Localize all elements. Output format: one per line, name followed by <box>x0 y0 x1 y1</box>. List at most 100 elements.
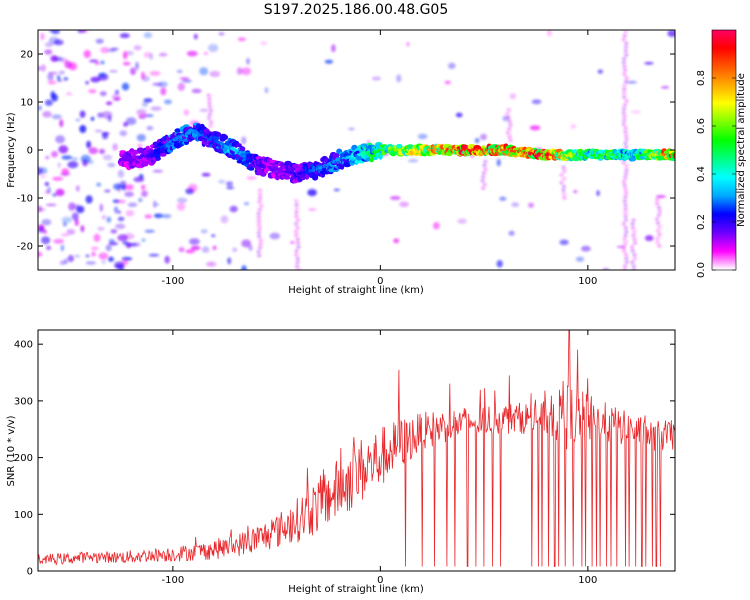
noise-speckle <box>448 62 456 69</box>
colorbar-cell <box>712 254 736 257</box>
noise-speckle <box>85 261 97 265</box>
colorbar-cell <box>712 136 736 139</box>
noise-speckle <box>164 99 172 105</box>
noise-speckle <box>122 184 127 191</box>
noise-speckle <box>212 245 217 250</box>
noise-speckle <box>138 174 144 179</box>
noise-speckle <box>433 222 440 230</box>
noise-speckle <box>86 140 92 149</box>
noise-speckle <box>193 33 198 40</box>
noise-speckle <box>98 72 107 78</box>
colorbar-cell <box>712 130 736 133</box>
colorbar-cell <box>712 230 736 233</box>
colorbar-cell <box>712 214 736 217</box>
noise-streak <box>630 260 635 264</box>
x-tick-label: -100 <box>162 575 185 586</box>
colorbar-cell <box>712 196 736 199</box>
noise-speckle <box>199 67 209 76</box>
y-tick-label: 200 <box>14 453 33 464</box>
noise-streak <box>482 183 487 187</box>
noise-streak <box>631 233 636 237</box>
noise-speckle <box>85 195 93 204</box>
colorbar-cell <box>712 56 736 59</box>
colorbar-cell <box>712 148 736 151</box>
colorbar-cell <box>712 198 736 201</box>
noise-streak <box>624 168 629 172</box>
noise-streak <box>623 49 628 53</box>
noise-streak <box>622 184 627 187</box>
colorbar-cell <box>712 92 736 95</box>
noise-speckle <box>109 70 118 73</box>
noise-speckle <box>121 82 130 91</box>
noise-speckle <box>157 81 168 88</box>
noise-speckle <box>59 260 66 266</box>
noise-speckle <box>573 190 578 194</box>
noise-speckle <box>218 32 225 36</box>
noise-speckle <box>260 41 268 45</box>
noise-streak <box>655 221 660 225</box>
colorbar: 0.0 0.2 0.4 0.6 0.8 Normalized spectral ampl… <box>696 29 747 278</box>
noise-streak <box>295 260 300 264</box>
noise-streak <box>623 176 628 180</box>
noise-speckle <box>307 189 317 197</box>
noise-streak <box>294 210 299 214</box>
colorbar-cell <box>712 146 736 149</box>
noise-speckle <box>661 86 670 89</box>
noise-speckle <box>38 208 46 212</box>
noise-streak <box>632 237 637 241</box>
noise-speckle <box>333 188 340 192</box>
colorbar-cell <box>712 224 736 227</box>
noise-streak <box>207 105 212 109</box>
noise-streak <box>655 236 660 240</box>
noise-speckle <box>457 218 467 224</box>
noise-speckle <box>52 176 64 181</box>
chart-title: S197.2025.186.00.48.G05 <box>264 2 449 18</box>
noise-speckle <box>324 59 334 64</box>
noise-streak <box>630 249 635 253</box>
noise-speckle <box>59 119 64 128</box>
noise-speckle <box>244 202 249 206</box>
noise-speckle <box>130 67 136 76</box>
noise-speckle <box>176 202 186 211</box>
colorbar-cell <box>712 184 736 187</box>
noise-speckle <box>141 184 146 190</box>
noise-speckle <box>110 47 119 51</box>
noise-speckle <box>135 61 139 71</box>
noise-speckle <box>80 154 91 163</box>
colorbar-cell <box>712 74 736 77</box>
colorbar-cell <box>712 124 736 127</box>
colorbar-cell <box>712 152 736 155</box>
noise-speckle <box>146 126 154 131</box>
noise-streak <box>561 185 566 188</box>
x-tick-label: 100 <box>578 276 597 287</box>
snr-series-line <box>38 330 675 567</box>
noise-speckle <box>55 188 65 197</box>
colorbar-cell <box>712 252 736 255</box>
noise-speckle <box>133 45 142 51</box>
noise-speckle <box>101 214 106 220</box>
colorbar-cell <box>712 176 736 179</box>
noise-speckle <box>644 235 654 242</box>
noise-streak <box>294 253 299 257</box>
noise-streak <box>622 91 627 95</box>
noise-streak <box>623 226 628 230</box>
noise-streak <box>624 137 629 141</box>
signal-core <box>672 153 675 157</box>
noise-streak <box>209 109 213 113</box>
noise-streak <box>507 135 512 139</box>
noise-streak <box>623 253 628 257</box>
colorbar-cell <box>712 140 736 143</box>
noise-speckle <box>496 260 503 268</box>
noise-speckle <box>158 52 168 57</box>
noise-speckle <box>160 87 167 96</box>
noise-streak <box>623 241 628 245</box>
noise-speckle <box>117 210 121 214</box>
colorbar-cell <box>712 234 736 237</box>
noise-speckle <box>143 32 153 39</box>
noise-speckle <box>93 233 101 242</box>
noise-streak <box>622 114 627 118</box>
noise-speckle <box>149 52 153 60</box>
noise-speckle <box>164 255 170 264</box>
noise-streak <box>624 145 629 149</box>
noise-speckle <box>104 189 111 193</box>
